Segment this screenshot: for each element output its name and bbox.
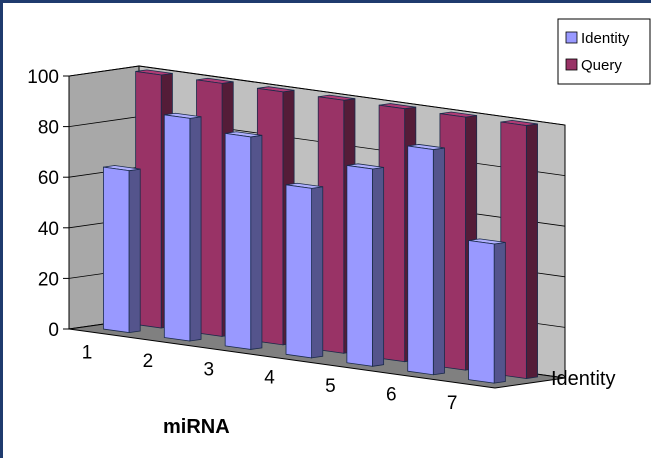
bar-query-4 bbox=[317, 94, 356, 354]
bar-identity-2-front bbox=[163, 114, 191, 342]
depth-axis-label: Identity bbox=[551, 368, 615, 390]
x-tick-label: 4 bbox=[264, 368, 275, 389]
y-tick-label: 20 bbox=[38, 269, 59, 290]
bar-identity-4-front bbox=[285, 184, 312, 359]
x-tick-label: 7 bbox=[447, 393, 458, 414]
legend-label-query: Query bbox=[581, 57, 622, 74]
bar-identity-1-front bbox=[103, 166, 130, 334]
bar-identity-1-side bbox=[128, 168, 141, 334]
x-tick-label: 6 bbox=[386, 385, 397, 406]
legend-swatch-identity bbox=[565, 31, 578, 44]
x-tick-label: 2 bbox=[143, 351, 154, 372]
bar-identity-6-side bbox=[432, 147, 445, 376]
bar-identity-7-front bbox=[468, 240, 495, 384]
legend-swatch-query bbox=[565, 58, 578, 71]
bar-identity-3 bbox=[224, 131, 263, 350]
bar-query-7-front bbox=[500, 121, 527, 380]
bar-identity-2 bbox=[163, 112, 202, 342]
bar-identity-4-side bbox=[311, 186, 324, 359]
bar-identity-6 bbox=[407, 144, 445, 376]
bar-query-7 bbox=[500, 120, 538, 380]
x-tick-label: 5 bbox=[325, 376, 336, 397]
bar-query-7-side bbox=[525, 123, 538, 380]
bar-query-1-front bbox=[135, 70, 162, 329]
tick-labels: 0 20 40 60 80 100 1 2 3 4 5 6 7 bbox=[27, 67, 457, 414]
chart: 0 20 40 60 80 100 1 2 3 4 5 6 7 miRNA Identity Ident… bbox=[27, 18, 651, 438]
legend: Identity Query bbox=[557, 18, 651, 85]
bar-identity-5 bbox=[346, 163, 385, 367]
y-tick-label: 40 bbox=[38, 219, 59, 240]
y-tick-label: 0 bbox=[48, 320, 59, 341]
bar-identity-5-front bbox=[346, 164, 373, 367]
gridline-100 bbox=[68, 65, 566, 126]
bar-identity-6-front bbox=[407, 145, 434, 376]
bar-identity-5-side bbox=[372, 166, 385, 367]
bar-identity-4 bbox=[285, 182, 324, 359]
x-tick-label: 3 bbox=[203, 359, 214, 380]
legend-label-identity: Identity bbox=[581, 30, 630, 47]
y-tick-label: 100 bbox=[27, 67, 59, 88]
bar-identity-1 bbox=[103, 165, 141, 334]
x-tick-label: 1 bbox=[82, 342, 93, 363]
bars bbox=[103, 69, 538, 384]
legend-box bbox=[557, 18, 651, 85]
bar-identity-2-side bbox=[189, 116, 202, 342]
x-axis-title: miRNA bbox=[163, 416, 230, 438]
y-tick-label: 60 bbox=[38, 168, 59, 189]
bar-identity-7-side bbox=[493, 241, 506, 384]
y-tick-label: 80 bbox=[38, 118, 59, 139]
bar-identity-3-front bbox=[224, 132, 252, 350]
bar-identity-7 bbox=[468, 238, 506, 384]
bar-identity-3-side bbox=[250, 134, 263, 350]
bar-query-4-front bbox=[317, 96, 345, 354]
